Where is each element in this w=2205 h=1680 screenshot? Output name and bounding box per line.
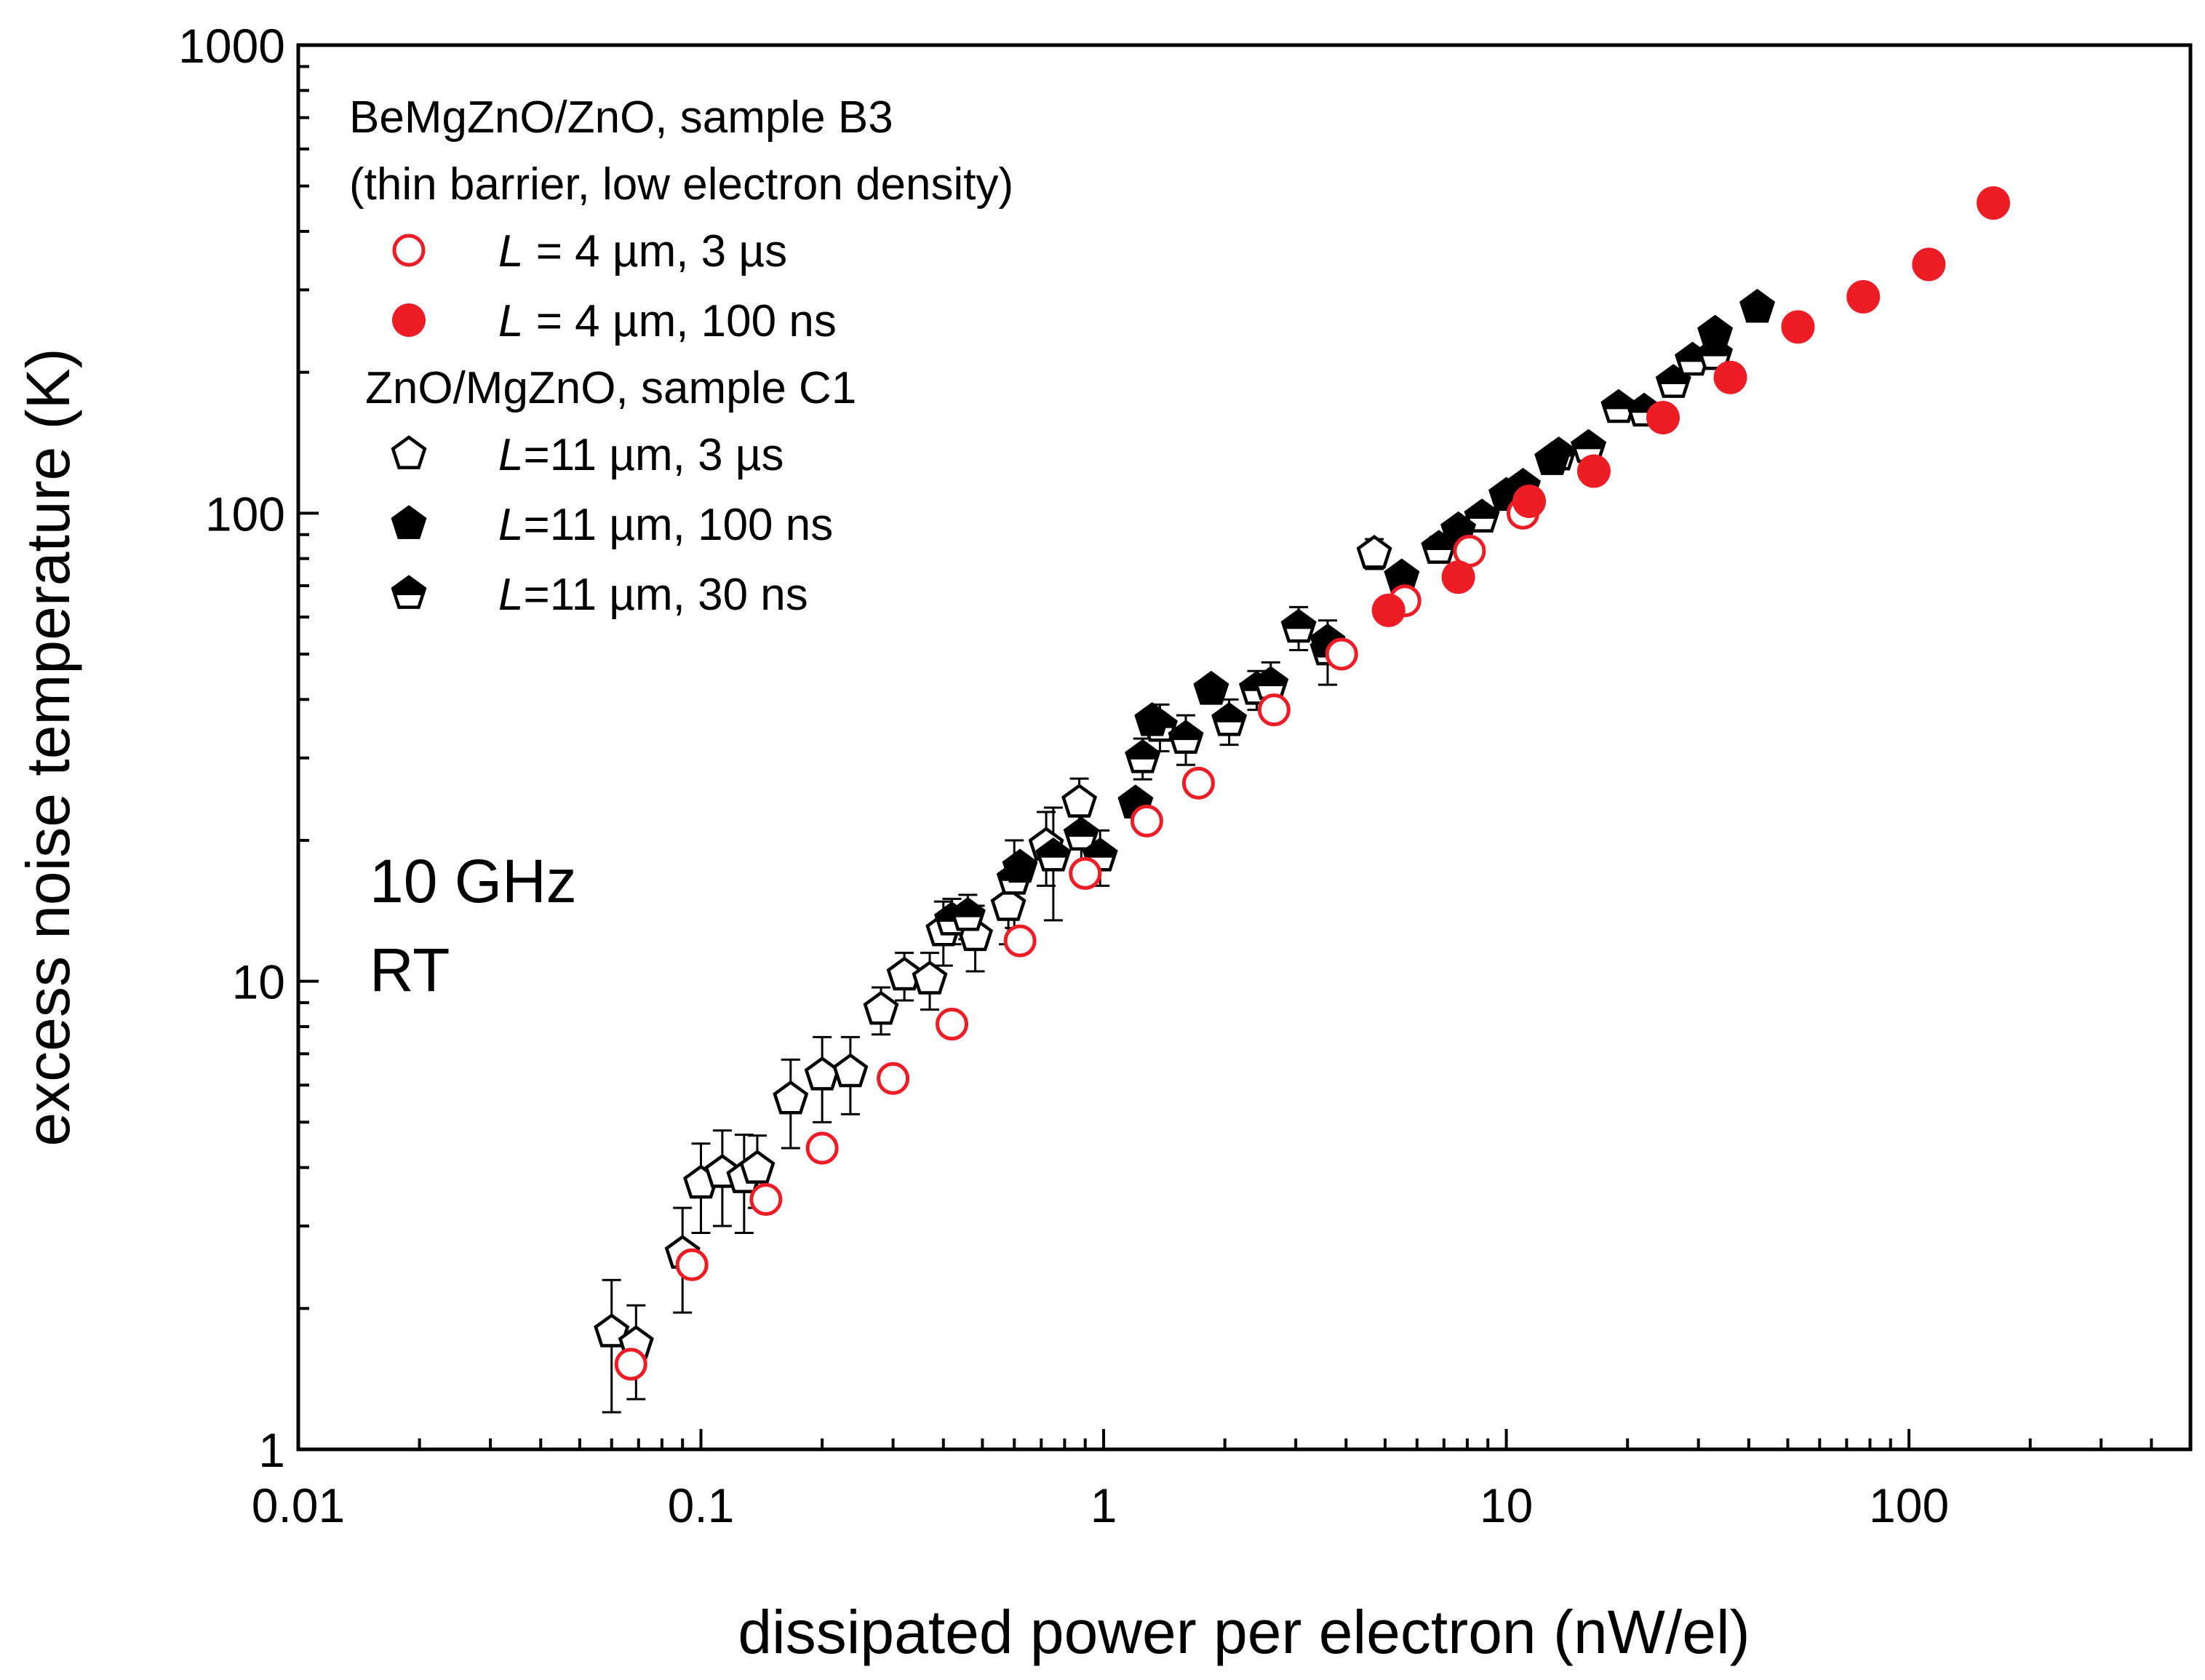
- data-point: [1002, 848, 1038, 883]
- x-tick-label: 10: [1480, 1478, 1533, 1532]
- data-point: [1713, 360, 1747, 394]
- legend-item: L=11 µm, 3 µs: [391, 430, 784, 480]
- y-tick-label: 10: [232, 955, 285, 1009]
- data-point: [832, 1053, 869, 1088]
- data-point: [863, 990, 899, 1025]
- data-point: [1534, 441, 1571, 475]
- y-tick-label: 1: [258, 1423, 285, 1477]
- legend-group-header: BeMgZnO/ZnO, sample B3: [349, 92, 893, 143]
- legend-label: L=11 µm, 3 µs: [498, 430, 784, 480]
- data-point: [1912, 247, 1946, 282]
- legend-marker: [391, 575, 427, 609]
- legend-item: L = 4 µm, 100 ns: [392, 296, 837, 346]
- data-point: [1576, 454, 1611, 488]
- data-point: [912, 960, 948, 995]
- y-tick-labels: 1 10 100 1000: [178, 19, 285, 1477]
- data-point: [1134, 701, 1171, 736]
- data-point: [1125, 739, 1161, 773]
- data-point: [675, 1248, 709, 1281]
- data-point: [1061, 784, 1098, 818]
- legend-group-header: (thin barrier, low electron density): [349, 159, 1013, 210]
- legend-marker: [392, 303, 426, 337]
- data-points: [594, 186, 2011, 1381]
- data-point: [773, 1080, 809, 1115]
- data-point: [1356, 534, 1392, 569]
- data-point: [1257, 693, 1291, 727]
- legend-label: L = 4 µm, 3 µs: [498, 226, 787, 276]
- data-point: [749, 1182, 783, 1216]
- data-point: [1600, 389, 1637, 423]
- annotation-temperature: RT: [370, 936, 450, 1004]
- annotation-frequency: 10 GHz: [370, 847, 577, 915]
- data-point: [1130, 804, 1163, 837]
- data-point: [739, 1150, 775, 1184]
- data-point: [877, 1062, 910, 1095]
- legend-item: L=11 µm, 100 ns: [391, 500, 833, 550]
- data-point: [1280, 608, 1317, 643]
- data-point: [1193, 670, 1229, 705]
- data-point: [1168, 720, 1204, 754]
- y-tick-label: 100: [205, 487, 285, 541]
- legend-label: L = 4 µm, 100 ns: [498, 296, 837, 346]
- data-point: [990, 887, 1026, 921]
- data-point: [1371, 593, 1405, 627]
- data-point: [1181, 766, 1215, 800]
- data-point: [1646, 401, 1680, 435]
- data-point: [949, 896, 986, 931]
- data-point: [1035, 837, 1072, 872]
- data-point: [1512, 485, 1547, 519]
- axis-ticks: [297, 44, 2192, 1451]
- data-point: [1325, 637, 1358, 671]
- x-axis-label: dissipated power per electron (nW/el): [738, 1598, 1750, 1666]
- legend-marker: [391, 435, 427, 469]
- data-point: [1003, 924, 1037, 958]
- data-point: [1697, 314, 1734, 349]
- x-tick-label: 0.01: [252, 1478, 345, 1532]
- legend-marker: [391, 505, 427, 539]
- data-point: [936, 1008, 969, 1041]
- data-point: [614, 1347, 647, 1381]
- data-point: [805, 1131, 839, 1165]
- x-tick-label: 0.1: [668, 1478, 735, 1532]
- data-point: [1211, 701, 1248, 736]
- legend: BeMgZnO/ZnO, sample B3 (thin barrier, low…: [349, 92, 1013, 620]
- data-point: [1739, 288, 1776, 323]
- x-tick-labels: 0.01 0.1 1 10 100: [252, 1478, 1949, 1532]
- legend-label: L=11 µm, 100 ns: [498, 500, 833, 550]
- legend-label: L=11 µm, 30 ns: [498, 570, 808, 620]
- data-point: [1069, 856, 1102, 890]
- legend-item: L = 4 µm, 3 µs: [392, 226, 787, 276]
- y-tick-label: 1000: [178, 19, 285, 73]
- data-point: [804, 1056, 840, 1091]
- data-point: [1846, 279, 1881, 314]
- x-tick-label: 1: [1090, 1478, 1117, 1532]
- plot-frame: [296, 43, 2193, 1452]
- data-point: [1781, 310, 1815, 344]
- legend-group-header: ZnO/MgZnO, sample C1: [365, 363, 856, 413]
- y-axis-label: excess noise temperature (K): [14, 348, 82, 1146]
- data-point: [886, 956, 922, 991]
- data-point: [1977, 186, 2011, 220]
- legend-marker: [392, 234, 426, 267]
- data-point: [1063, 816, 1099, 851]
- legend-item: L=11 µm, 30 ns: [391, 570, 808, 620]
- data-point: [1571, 429, 1607, 463]
- data-point: [1253, 666, 1289, 700]
- x-tick-label: 100: [1869, 1478, 1949, 1532]
- data-point: [1441, 560, 1475, 594]
